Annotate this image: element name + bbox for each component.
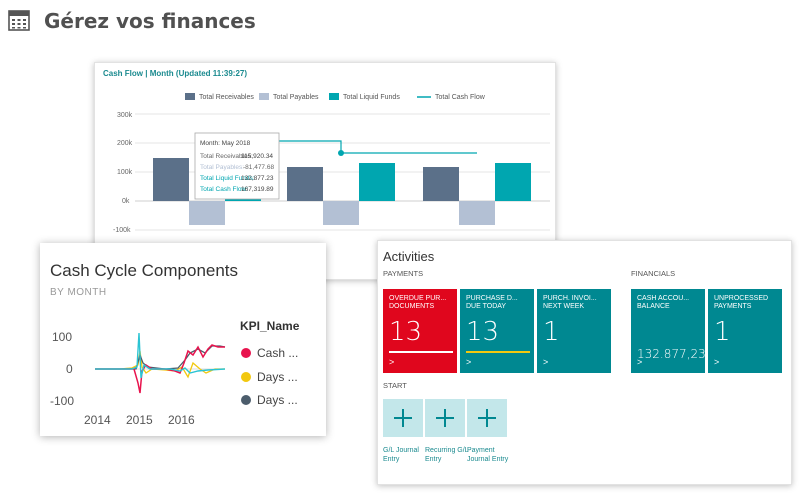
bar-payables: [459, 201, 495, 225]
series-line-cyan: [95, 332, 226, 379]
legend-item: Days ...: [257, 393, 298, 407]
cash-cycle-legend: KPI_Name Cash ... Days ... Days ...: [240, 319, 300, 407]
cash-flow-y-axis: 300k 200k 100k 0k -100k: [113, 112, 133, 234]
legend-item: Cash ...: [257, 346, 298, 360]
cash-flow-chart: Total Receivables Total Payables Total L…: [113, 93, 550, 234]
chevron-right-icon: >: [714, 357, 720, 367]
tile-purchase-invoices-next-week[interactable]: PURCH. INVOI... NEXT WEEK 1 >: [537, 289, 611, 373]
tooltip-value: -81,477.68: [243, 164, 274, 171]
start-action-label[interactable]: Payment Journal Entry: [467, 447, 509, 463]
bar-liquid-funds: [359, 163, 395, 201]
legend-liquid-funds: Total Liquid Funds: [343, 94, 400, 101]
cash-cycle-chart: 100 0 -100 2014 2015 2016 KPI_Name Cash …: [50, 319, 300, 427]
page-title: Gérez vos finances: [44, 9, 256, 33]
legend-item: Days ...: [257, 370, 298, 384]
tile-label: CASH ACCOU... BALANCE: [637, 295, 690, 310]
bar-liquid-funds: [495, 163, 531, 201]
tile-value: 132.877,23: [637, 347, 706, 361]
legend-dot-days: [241, 372, 251, 382]
gl-journal-entry-button[interactable]: [383, 399, 423, 437]
cash-cycle-panel[interactable]: Cash Cycle Components BY MONTH 100 0 -10…: [40, 243, 326, 436]
tile-label: UNPROCESSED PAYMENTS: [714, 295, 769, 310]
tooltip-label: Total Liquid Funds:: [200, 175, 255, 182]
payment-journal-entry-button[interactable]: [467, 399, 507, 437]
tile-value: 1: [714, 317, 731, 347]
ytick: 100k: [117, 169, 133, 176]
legend-swatch-liquid-funds: [329, 93, 339, 100]
xtick: 2014: [84, 413, 111, 427]
legend-receivables: Total Receivables: [199, 94, 254, 101]
tile-indicator: [389, 351, 453, 353]
tile-value: 13: [389, 317, 423, 347]
start-action-label[interactable]: Recurring G/L Entry: [425, 447, 469, 463]
chevron-right-icon: >: [637, 357, 643, 367]
page-header: Gérez vos finances: [8, 6, 256, 36]
tile-label: OVERDUE PUR... DOCUMENTS: [389, 295, 447, 310]
tooltip-label: Total Payables:: [200, 164, 244, 171]
bar-receivables: [153, 158, 189, 201]
bar-receivables: [287, 167, 323, 201]
tile-cash-accounts-balance[interactable]: CASH ACCOU... BALANCE 132.877,23 >: [631, 289, 706, 373]
legend-dot-cash: [241, 348, 251, 358]
recurring-gl-entry-button[interactable]: [425, 399, 465, 437]
legend-swatch-receivables: [185, 93, 195, 100]
legend-cash-flow: Total Cash Flow: [435, 94, 486, 101]
series-line-days-1: [95, 350, 225, 379]
activities-panel: Activities PAYMENTS FINANCIALS OVERDUE P…: [377, 240, 792, 485]
tile-value: 1: [543, 317, 560, 347]
start-section-label: START: [383, 381, 407, 390]
tooltip-month: Month: May 2018: [200, 140, 251, 147]
cash-cycle-title: Cash Cycle Components: [50, 261, 239, 280]
ytick: 100: [52, 330, 72, 344]
legend-dot-days: [241, 395, 251, 405]
payments-section-label: PAYMENTS: [383, 269, 424, 278]
ytick: 200k: [117, 140, 133, 147]
activities-title: Activities: [383, 249, 435, 264]
cash-flow-tooltip: Month: May 2018 Total Receivables: 115,9…: [194, 132, 280, 200]
plus-icon: [394, 409, 412, 427]
ytick: -100: [50, 394, 74, 408]
bar-payables: [323, 201, 359, 225]
start-action-label[interactable]: G/L Journal Entry: [383, 447, 419, 463]
cash-cycle-subtitle: BY MONTH: [50, 287, 107, 298]
tooltip-label: Total Receivables:: [200, 153, 253, 160]
legend-swatch-payables: [259, 93, 269, 100]
cash-flow-point[interactable]: [338, 150, 344, 156]
series-line-cash: [95, 344, 225, 394]
tile-value: 13: [466, 317, 500, 347]
calculator-icon: [8, 10, 30, 31]
series-line-days-2: [95, 345, 226, 370]
bar-receivables: [423, 167, 459, 201]
tooltip-value: 115,920.34: [241, 153, 273, 160]
bar-payables: [189, 201, 225, 225]
tooltip-value: 132,877.23: [241, 175, 274, 182]
ytick: 300k: [117, 112, 133, 119]
ytick: -100k: [113, 227, 131, 234]
chevron-right-icon: >: [466, 357, 472, 367]
chevron-right-icon: >: [389, 357, 395, 367]
tile-indicator: [466, 351, 530, 353]
xtick: 2016: [168, 413, 195, 427]
plus-icon: [436, 409, 454, 427]
tooltip-value: 167,319.89: [241, 186, 274, 193]
tile-label: PURCHASE D... DUE TODAY: [466, 295, 518, 310]
tile-purchase-due-today[interactable]: PURCHASE D... DUE TODAY 13 >: [460, 289, 534, 373]
xtick: 2015: [126, 413, 153, 427]
financials-section-label: FINANCIALS: [631, 269, 676, 278]
ytick: 0: [66, 362, 73, 376]
plus-icon: [478, 409, 496, 427]
cash-flow-title: Cash Flow | Month (Updated 11:39:27): [103, 69, 248, 78]
tile-overdue-purchase-documents[interactable]: OVERDUE PUR... DOCUMENTS 13 >: [383, 289, 457, 373]
cash-flow-legend: Total Receivables Total Payables Total L…: [185, 93, 486, 101]
tile-unprocessed-payments[interactable]: UNPROCESSED PAYMENTS 1 >: [708, 289, 782, 373]
ytick: 0k: [122, 198, 130, 205]
legend-title: KPI_Name: [240, 319, 300, 333]
legend-payables: Total Payables: [273, 94, 319, 101]
tile-label: PURCH. INVOI... NEXT WEEK: [543, 295, 597, 310]
chevron-right-icon: >: [543, 357, 549, 367]
tooltip-label: Total Cash Flow:: [200, 186, 248, 193]
